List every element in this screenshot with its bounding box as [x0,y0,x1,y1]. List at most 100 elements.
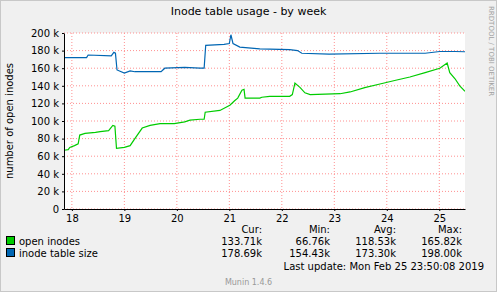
x-tick: 19 [118,209,131,224]
x-tick-label: 25 [433,213,446,224]
x-tick-label: 21 [223,213,236,224]
legend-stat: 165.82k [421,236,462,247]
y-tick: 120 k [31,98,64,109]
x-tick: 21 [223,209,236,224]
legend-swatch [7,237,15,245]
y-tick-label: 100 k [31,116,59,127]
x-grid-line [386,33,387,209]
x-tick-mark [282,209,283,211]
y-tick: 40 k [37,169,64,180]
legend: Cur: Min: Avg: Max: open inodes 133.71k 66.76k… [7,224,463,259]
y-tick-mark [62,86,64,87]
x-tick: 20 [171,209,184,224]
y-tick-label: 60 k [37,151,59,162]
legend-stat: 178.69k [221,248,262,259]
x-tick: 18 [66,209,79,224]
y-tick-mark [62,33,64,34]
x-tick-label: 22 [276,213,289,224]
y-tick-mark [62,174,64,175]
plot-area [64,33,465,209]
legend-stat: 173.30k [355,248,396,259]
series-line [64,63,465,150]
y-tick-label: 0 [53,204,59,215]
y-tick-mark [62,156,64,157]
x-tick-mark [439,209,440,211]
x-grid-line [71,33,72,209]
y-tick: 80 k [37,133,64,144]
x-grid-line [334,33,335,209]
y-tick-label: 120 k [31,98,59,109]
y-tick-mark [62,103,64,104]
y-grid-line [64,50,465,51]
y-axis-line [64,34,65,210]
legend-header: Avg: [374,224,396,235]
legend-stat: 66.76k [296,236,331,247]
legend-header: Min: [309,224,330,235]
chart: Inode table usage - by week number of ope… [0,0,497,292]
legend-label: inode table size [19,248,98,259]
y-tick: 140 k [31,81,64,92]
title: Inode table usage - by week [171,5,327,18]
y-tick: 180 k [31,45,64,56]
y-tick-mark [62,209,64,210]
legend-label: open inodes [19,236,80,247]
x-axis-line [65,209,466,210]
y-tick-mark [62,121,64,122]
x-tick: 22 [276,209,289,224]
y-tick: 200 k [31,28,64,39]
y-tick-label: 140 k [31,81,59,92]
x-tick-label: 23 [328,213,341,224]
x-grid-line [229,33,230,209]
y-tick-mark [62,191,64,192]
x-tick-mark [387,209,388,211]
y-tick: 100 k [31,116,64,127]
y-axis: 0 20 k 40 k 60 k 80 k 100 k 120 k 140 k 160 k 180… [31,28,65,215]
x-grid-line [176,33,177,209]
side-text: RRDTOOL / TOBI OETIKER [487,6,495,96]
legend-swatch [7,249,15,257]
y-tick-label: 80 k [37,133,59,144]
x-grid-line [124,33,125,209]
x-tick-mark [177,209,178,211]
y-grid-line [64,85,465,86]
legend-stat: 133.71k [221,236,262,247]
background [1,1,497,292]
grid [64,33,465,209]
legend-header: Max: [438,224,462,235]
x-tick-label: 18 [66,213,79,224]
y-tick-mark [62,139,64,140]
legend-stat: 154.43k [289,248,330,259]
x-tick-mark [124,209,125,211]
y-grid-line [64,191,465,192]
y-tick-mark [62,51,64,52]
y-axis-title: number of open inodes [4,63,15,179]
y-tick: 20 k [37,186,64,197]
legend-stat: 198.00k [421,248,462,259]
y-tick-label: 20 k [37,186,59,197]
last-update: Last update: Mon Feb 25 23:50:08 2019 [284,261,484,272]
x-tick-label: 19 [118,213,131,224]
y-tick-label: 200 k [31,28,59,39]
x-tick: 24 [381,209,394,224]
y-grid-line [64,68,465,69]
y-tick-label: 180 k [31,45,59,56]
y-tick: 0 [53,204,64,215]
series-line [64,35,465,73]
y-grid-line [64,209,465,210]
legend-stat: 118.53k [355,236,396,247]
x-grid-line [281,33,282,209]
x-axis: 18 19 20 21 22 23 24 25 [65,209,466,224]
series-group [64,35,465,150]
y-tick: 160 k [31,63,64,74]
y-tick-label: 40 k [37,169,59,180]
y-tick: 60 k [37,151,64,162]
footer: Munin 1.4.6 [225,278,272,287]
x-tick: 23 [328,209,341,224]
x-tick: 25 [433,209,446,224]
legend-header: Cur: [241,224,262,235]
x-grid-line [439,33,440,209]
y-grid-line [64,103,465,104]
x-tick-mark [334,209,335,211]
y-tick-mark [62,68,64,69]
x-tick-label: 20 [171,213,184,224]
